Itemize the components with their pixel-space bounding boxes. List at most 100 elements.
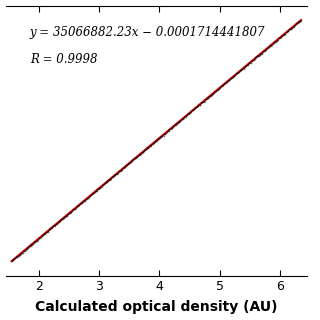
Point [286,26,292,31]
Point [260,50,265,55]
Point [125,162,130,167]
Point [35,237,40,242]
Point [84,196,89,202]
Point [172,123,177,128]
Point [206,95,211,100]
Point [232,73,237,78]
Point [78,201,83,206]
Point [120,166,125,171]
Point [100,182,105,188]
Point [146,145,151,150]
Point [143,147,148,152]
Point [219,84,224,89]
Point [172,123,177,128]
Point [286,28,291,33]
Point [127,161,132,166]
Point [208,93,213,98]
Point [113,171,118,176]
Point [60,216,65,221]
Point [108,176,113,181]
Point [117,168,123,173]
Point [154,138,159,143]
Point [258,52,263,57]
Point [43,230,48,235]
Point [75,204,80,209]
Point [257,52,262,57]
Point [269,42,275,47]
Point [176,120,181,125]
Point [179,117,184,122]
Point [271,41,276,46]
Point [199,100,204,105]
Point [162,132,167,137]
Point [242,64,247,69]
Point [114,172,119,177]
Point [207,93,212,98]
Point [246,61,251,67]
Point [144,146,149,151]
Point [160,133,165,139]
Point [209,92,214,98]
Point [216,86,221,91]
Point [48,226,53,231]
Point [61,215,66,220]
Point [76,203,81,208]
Point [45,229,50,234]
Point [29,242,34,247]
Point [25,245,30,251]
Point [164,130,169,135]
Point [19,250,24,255]
Point [209,92,214,97]
Point [164,129,170,134]
Point [22,248,27,253]
Point [271,40,276,45]
Point [175,120,180,125]
Point [239,68,244,73]
Point [136,153,141,158]
Point [227,78,232,83]
Point [247,60,252,65]
Point [11,257,16,262]
Point [76,203,82,208]
Point [194,105,199,110]
Point [49,226,54,231]
Point [135,154,140,159]
Point [82,197,87,203]
Point [234,71,239,76]
Point [70,207,76,212]
Point [296,19,301,24]
Point [39,234,44,239]
Point [61,215,66,220]
Point [178,118,183,123]
Point [44,229,50,234]
Point [290,25,295,30]
Point [272,39,277,44]
Point [284,29,289,35]
Point [27,243,32,248]
Point [174,122,180,127]
Point [270,41,275,46]
Point [58,218,63,223]
Point [132,156,138,161]
Point [47,227,52,232]
Point [200,99,205,104]
Point [73,205,78,210]
Point [41,232,46,237]
Point [244,63,249,68]
Point [151,141,156,146]
Point [30,241,35,246]
Point [170,124,175,129]
Point [202,98,207,103]
Point [80,200,85,205]
Point [107,178,112,183]
Point [162,131,167,136]
Point [281,32,286,37]
Point [182,114,187,119]
Point [137,153,142,158]
Point [105,179,110,184]
Point [190,108,195,113]
Point [111,173,116,179]
Point [105,178,110,183]
Point [95,187,100,192]
Point [180,116,185,122]
